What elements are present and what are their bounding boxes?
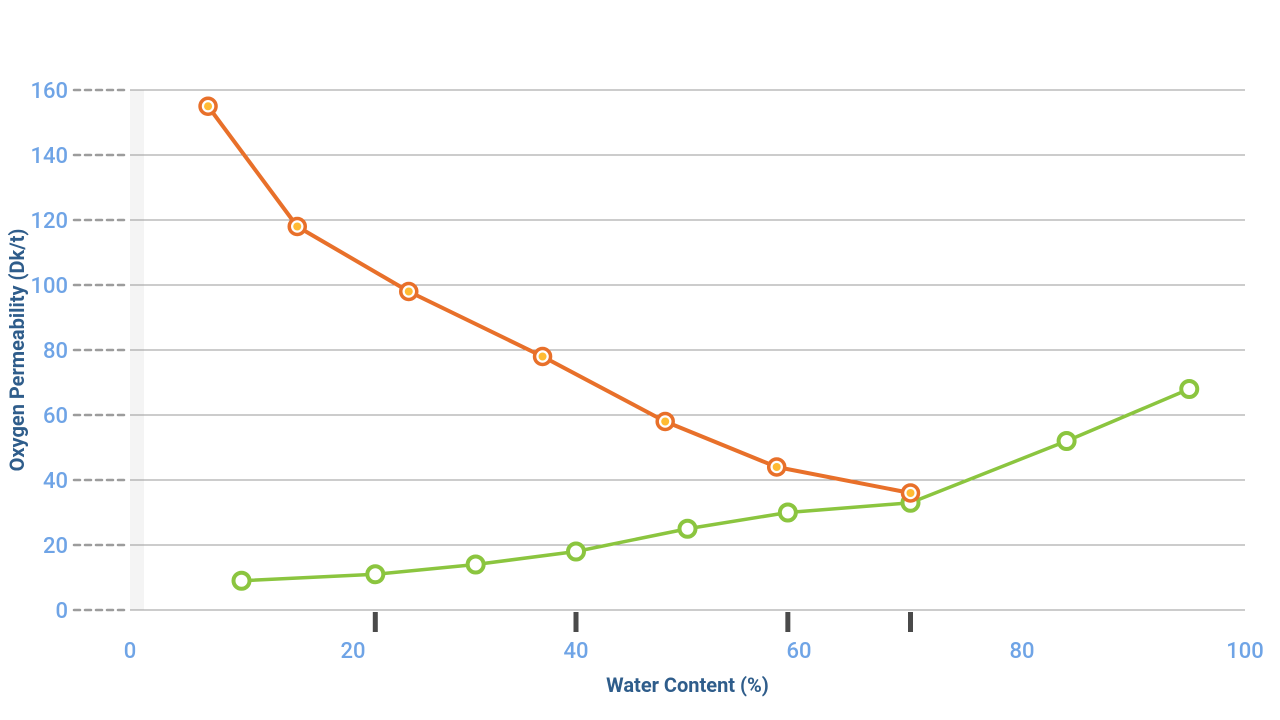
series-green-marker [234,573,250,589]
series-green-line [242,389,1190,581]
y-tick-label: 60 [43,404,68,429]
x-tick-label: 80 [1009,639,1034,664]
series-green-marker [1059,433,1075,449]
y-tick-label: 20 [43,534,68,559]
y-tick-label: 0 [55,599,68,624]
series-orange-marker-inner [773,463,781,471]
y-tick-label: 140 [30,144,68,169]
series-green-marker [1181,381,1197,397]
oxygen-permeability-chart: 020406080100120140160020406080100Oxygen … [0,0,1280,720]
series-green-marker [780,505,796,521]
series-green-marker [468,557,484,573]
series-orange-marker-inner [539,353,547,361]
y-tick-label: 120 [30,209,68,234]
series-green-marker [680,521,696,537]
x-tick-label: 0 [124,639,137,664]
series-orange-line [208,106,910,493]
y-tick-label: 100 [30,274,68,299]
x-tick-label: 60 [786,639,811,664]
series-orange-marker-inner [293,223,301,231]
x-tick-label: 100 [1226,639,1264,664]
series-orange-marker-inner [907,489,915,497]
series-green-marker [367,566,383,582]
series-orange-marker-inner [405,288,413,296]
series-orange-marker-inner [661,418,669,426]
y-tick-label: 160 [30,79,68,104]
y-axis-title: Oxygen Permeability (Dk/t) [5,229,29,472]
y-tick-label: 80 [43,339,68,364]
x-tick-label: 40 [563,639,588,664]
series-green-marker [568,544,584,560]
series-orange-marker-inner [204,102,212,110]
x-tick-label: 20 [340,639,365,664]
x-axis-title: Water Content (%) [606,673,769,697]
y-tick-label: 40 [43,469,68,494]
chart-container: { "chart": { "type": "line", "width": 12… [0,0,1280,720]
